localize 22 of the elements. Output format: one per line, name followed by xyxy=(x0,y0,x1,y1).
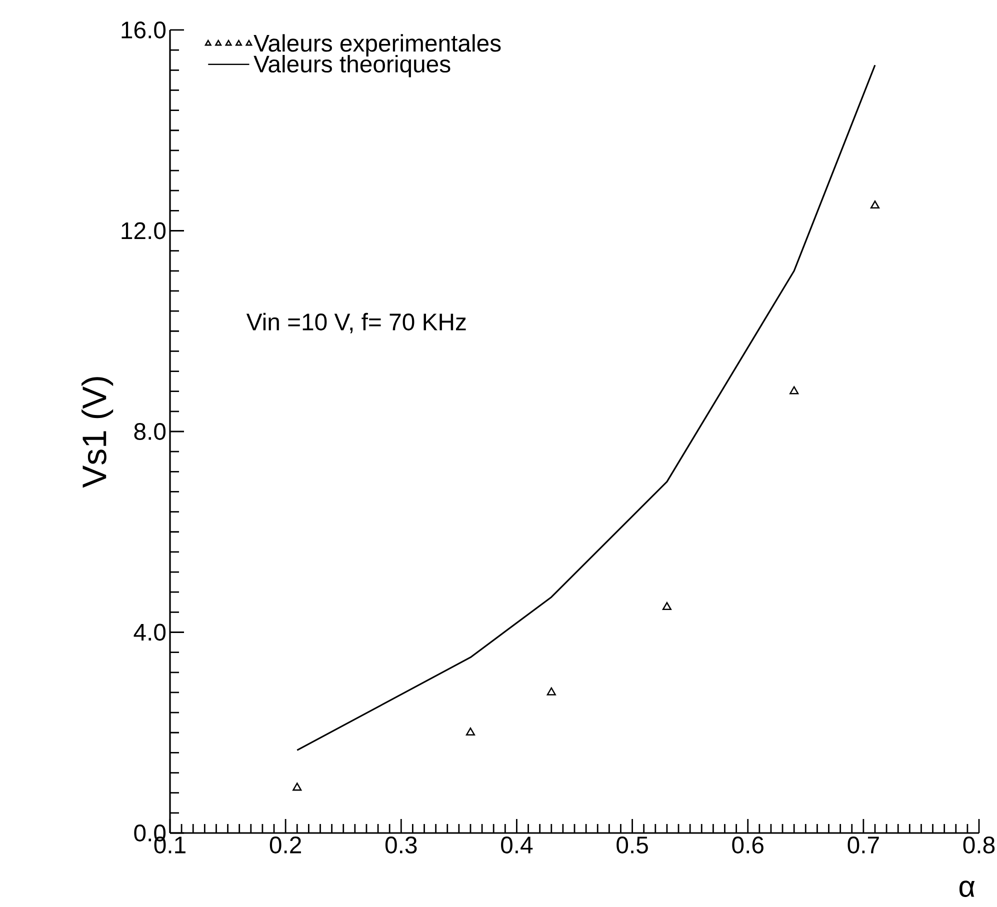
x-axis-title: α xyxy=(959,880,975,898)
y-axis-title: Vs1 (V) xyxy=(82,377,114,488)
legend-label: Valeurs theoriques xyxy=(254,54,450,78)
x-tick-label: 0.7 xyxy=(848,836,879,854)
y-tick-label: 8.0 xyxy=(134,423,166,440)
point xyxy=(790,386,799,394)
x-tick-label: 0.8 xyxy=(963,836,995,854)
y-tick-label: 16.0 xyxy=(122,22,166,38)
point xyxy=(662,602,672,610)
x-tick-label: 0.4 xyxy=(501,836,533,854)
annotation: Vin =10 V, f= 70 KHz xyxy=(246,312,466,334)
x-tick-label: 0.5 xyxy=(616,836,648,854)
point xyxy=(546,687,556,696)
point xyxy=(292,782,302,791)
x-tick-label: 0.2 xyxy=(270,836,301,854)
y-tick-label: 4.0 xyxy=(134,624,166,641)
point xyxy=(466,727,476,736)
y-tick-label: 12.0 xyxy=(122,222,166,240)
point xyxy=(870,200,880,209)
x-tick-label: 0.3 xyxy=(385,836,417,854)
legend-label: Valeurs experimentales xyxy=(254,34,501,56)
x-tick-label: 0.6 xyxy=(732,836,764,854)
